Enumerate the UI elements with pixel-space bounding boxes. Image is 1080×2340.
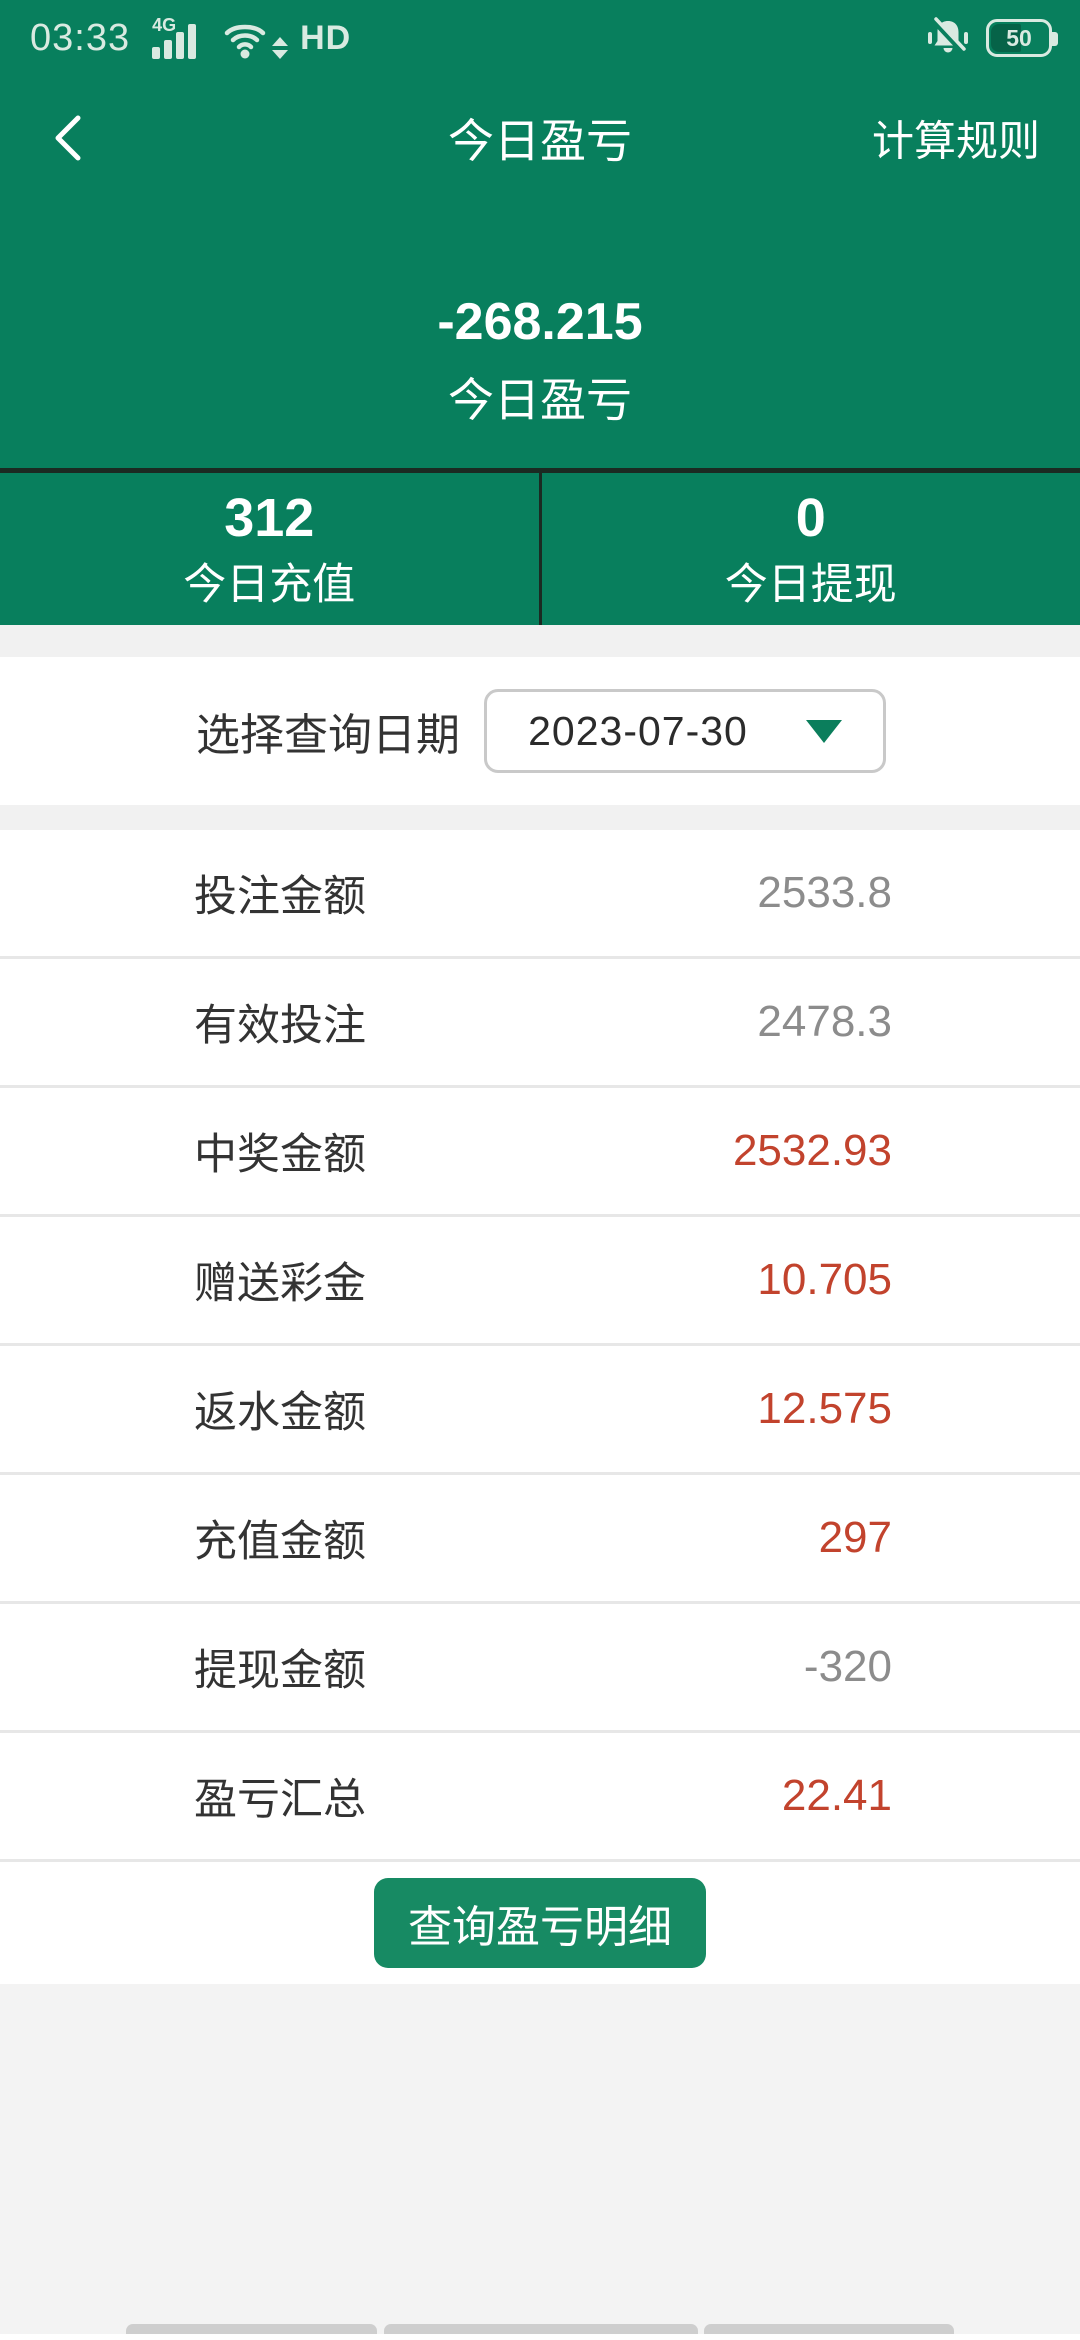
keyboard-key-hint[interactable] bbox=[126, 2324, 377, 2334]
back-button[interactable] bbox=[52, 110, 96, 166]
page-title: 今日盈亏 bbox=[448, 115, 632, 167]
row-label: 投注金额 bbox=[194, 873, 366, 921]
row-label: 盈亏汇总 bbox=[194, 1776, 366, 1824]
stat-today-withdraw: 0 今日提现 bbox=[538, 473, 1080, 625]
table-row-bet-amount: 投注金额 2533.8 bbox=[0, 830, 1080, 959]
status-bar-right: 50 bbox=[926, 17, 1058, 59]
mute-bell-icon bbox=[928, 17, 968, 53]
back-chevron-icon bbox=[55, 115, 81, 161]
keyboard-key-hint[interactable] bbox=[704, 2324, 954, 2334]
recharge-value: 312 bbox=[224, 488, 315, 548]
section-divider bbox=[0, 625, 1080, 657]
row-value: 2532.93 bbox=[732, 1126, 892, 1175]
data-activity-arrows-icon bbox=[272, 37, 289, 59]
table-row-rebate: 返水金额 12.575 bbox=[0, 1346, 1080, 1475]
row-label: 中奖金额 bbox=[194, 1131, 366, 1179]
date-picker-row: 选择查询日期 2023-07-30 bbox=[0, 657, 1080, 805]
table-row-bonus: 赠送彩金 10.705 bbox=[0, 1217, 1080, 1346]
row-value: 2478.3 bbox=[757, 997, 892, 1046]
amount-list: 投注金额 2533.8 有效投注 2478.3 中奖金额 2532.93 赠送彩… bbox=[0, 830, 1080, 1862]
header-section: 03:33 4G HD bbox=[0, 0, 1080, 473]
query-profit-detail-button[interactable]: 查询盈亏明细 bbox=[374, 1878, 706, 1968]
today-stats-row: 312 今日充值 0 今日提现 bbox=[0, 473, 1080, 625]
row-label: 赠送彩金 bbox=[194, 1260, 366, 1308]
selected-date-text: 2023-07-30 bbox=[528, 707, 748, 754]
hd-indicator: HD bbox=[300, 18, 352, 57]
profit-amount-label: 今日盈亏 bbox=[448, 374, 632, 426]
profit-amount: -268.215 bbox=[437, 293, 643, 351]
calc-rules-button[interactable]: 计算规则 bbox=[871, 117, 1040, 165]
clock-text: 03:33 bbox=[30, 16, 131, 59]
status-bar: 03:33 4G HD bbox=[0, 0, 1080, 66]
withdraw-value: 0 bbox=[795, 488, 826, 548]
nav-bar: 今日盈亏 计算规则 bbox=[0, 92, 1080, 184]
section-divider bbox=[0, 805, 1080, 830]
row-value: 22.41 bbox=[781, 1771, 892, 1820]
row-label: 充值金额 bbox=[194, 1518, 366, 1566]
row-value: 10.705 bbox=[757, 1255, 892, 1304]
wifi-icon bbox=[224, 24, 266, 59]
table-row-profit-total: 盈亏汇总 22.41 bbox=[0, 1733, 1080, 1862]
footer-area bbox=[0, 1984, 1080, 2334]
battery-level-text: 50 bbox=[1006, 24, 1032, 51]
network-type-label: 4G bbox=[152, 15, 177, 35]
keyboard-key-hint[interactable] bbox=[384, 2324, 698, 2334]
caret-down-icon bbox=[805, 719, 842, 743]
table-row-recharge-amount: 充值金额 297 bbox=[0, 1475, 1080, 1604]
table-row-withdraw-amount: 提现金额 -320 bbox=[0, 1604, 1080, 1733]
row-value: 2533.8 bbox=[757, 868, 892, 917]
row-value: 12.575 bbox=[757, 1384, 892, 1433]
row-label: 提现金额 bbox=[194, 1647, 366, 1695]
recharge-label: 今日充值 bbox=[183, 561, 356, 609]
button-area: 查询盈亏明细 bbox=[0, 1862, 1080, 1984]
row-value: 297 bbox=[818, 1513, 892, 1562]
date-select-dropdown[interactable]: 2023-07-30 bbox=[484, 689, 886, 773]
table-row-winning-amount: 中奖金额 2532.93 bbox=[0, 1088, 1080, 1217]
table-row-valid-bet: 有效投注 2478.3 bbox=[0, 959, 1080, 1088]
row-label: 返水金额 bbox=[194, 1389, 366, 1437]
battery-icon: 50 bbox=[986, 19, 1058, 57]
date-picker-label: 选择查询日期 bbox=[196, 711, 460, 760]
profit-summary: -268.215 今日盈亏 bbox=[0, 292, 1080, 426]
row-value: -320 bbox=[803, 1642, 892, 1691]
stat-today-recharge: 312 今日充值 bbox=[0, 473, 539, 625]
withdraw-label: 今日提现 bbox=[724, 561, 897, 609]
cellular-signal-icon: 4G bbox=[152, 15, 206, 61]
row-label: 有效投注 bbox=[194, 1002, 366, 1050]
